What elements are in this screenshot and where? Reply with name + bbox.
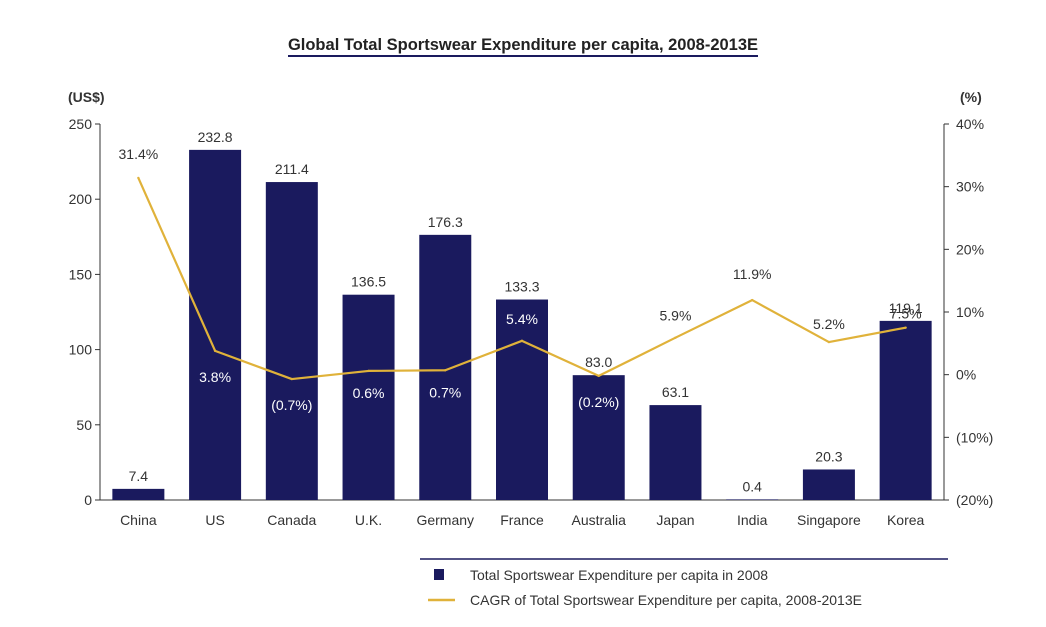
cagr-value-label: 0.7%	[429, 384, 461, 400]
right-tick-label: 30%	[956, 179, 984, 195]
category-label: France	[500, 512, 544, 528]
cagr-value-label: 0.6%	[353, 385, 385, 401]
bar-value-label: 211.4	[275, 161, 309, 177]
cagr-point	[520, 339, 524, 343]
cagr-point	[444, 369, 447, 372]
axes: 0 50 100 150 200 250 (20%) (10%) 0% 10% 20% 30% 40% (…	[68, 89, 993, 528]
bar	[726, 499, 779, 500]
bar-value-label: 7.4	[129, 468, 149, 484]
right-tick-label: 10%	[956, 304, 984, 320]
bar	[342, 294, 395, 500]
category-label: Germany	[416, 512, 474, 528]
bar	[419, 234, 472, 501]
cagr-point	[137, 176, 140, 180]
right-tick-label: 20%	[956, 241, 984, 257]
cagr-value-label: 11.9%	[733, 266, 772, 282]
cagr-value-label: 5.2%	[813, 316, 845, 332]
cagr-value-label: (0.7%)	[271, 397, 312, 413]
cagr-point	[597, 374, 600, 378]
cagr-point	[367, 369, 370, 373]
left-tick-label: 0	[84, 492, 92, 508]
legend-label-line: CAGR of Total Sportswear Expenditure per…	[470, 592, 862, 608]
bar-value-label: 0.4	[742, 478, 762, 494]
category-label: U.K.	[355, 512, 382, 528]
right-axis-label: (%)	[960, 89, 982, 105]
cagr-point	[290, 377, 294, 381]
category-label: US	[205, 512, 224, 528]
left-tick-label: 50	[76, 417, 92, 433]
right-tick-label: (10%)	[956, 429, 993, 445]
cagr-value-label: (0.2%)	[578, 394, 619, 410]
cagr-value-label: 3.8%	[199, 369, 231, 385]
category-label: Japan	[656, 512, 694, 528]
category-label: Korea	[887, 512, 925, 528]
cagr-point	[213, 349, 217, 353]
bar	[649, 405, 702, 500]
chart-title: Global Total Sportswear Expenditure per …	[0, 36, 1046, 57]
bar	[879, 320, 932, 500]
cagr-value-label: 7.5%	[890, 306, 922, 322]
category-label: India	[737, 512, 768, 528]
left-tick-label: 150	[69, 266, 93, 282]
bar	[572, 375, 625, 500]
bar	[189, 149, 242, 500]
bar-value-label: 136.5	[351, 274, 386, 290]
left-tick-label: 100	[69, 342, 93, 358]
legend-swatch-bar	[434, 569, 444, 580]
cagr-value-label: 31.4%	[119, 146, 159, 162]
bar-value-label: 119.1	[889, 300, 923, 316]
bar-series	[112, 149, 932, 501]
bar	[496, 299, 548, 500]
cagr-point	[750, 298, 754, 302]
bar-value-label: 232.8	[198, 129, 233, 145]
category-label: Singapore	[797, 512, 861, 528]
category-label: China	[120, 512, 157, 528]
cagr-point	[904, 326, 907, 329]
cagr-point	[674, 336, 677, 339]
cagr-value-label: 5.4%	[506, 311, 538, 327]
bar	[802, 469, 855, 500]
line-series	[137, 176, 907, 381]
data-labels: 7.4 232.8 211.4 136.5 176.3 133.3 83.0 63.1 0.4 2…	[119, 129, 923, 495]
bar	[112, 488, 165, 500]
bar-value-label: 63.1	[662, 384, 689, 400]
right-tick-label: 0%	[956, 367, 976, 383]
left-tick-label: 200	[69, 191, 93, 207]
right-tick-label: 40%	[956, 116, 984, 132]
bar-value-label: 176.3	[428, 214, 463, 230]
cagr-value-label: 5.9%	[659, 308, 691, 324]
bar-value-label: 20.3	[815, 448, 842, 464]
bar-value-label: 133.3	[504, 279, 539, 295]
left-tick-label: 250	[69, 116, 93, 132]
cagr-point	[827, 340, 831, 344]
category-label: Canada	[267, 512, 316, 528]
left-axis-label: (US$)	[68, 89, 105, 105]
right-tick-label: (20%)	[956, 492, 993, 508]
bar-value-label: 83.0	[585, 354, 612, 370]
legend-label-bar: Total Sportswear Expenditure per capita …	[470, 567, 768, 583]
bar	[265, 182, 318, 501]
category-label: Australia	[571, 512, 626, 528]
legend: Total Sportswear Expenditure per capita …	[420, 558, 948, 608]
